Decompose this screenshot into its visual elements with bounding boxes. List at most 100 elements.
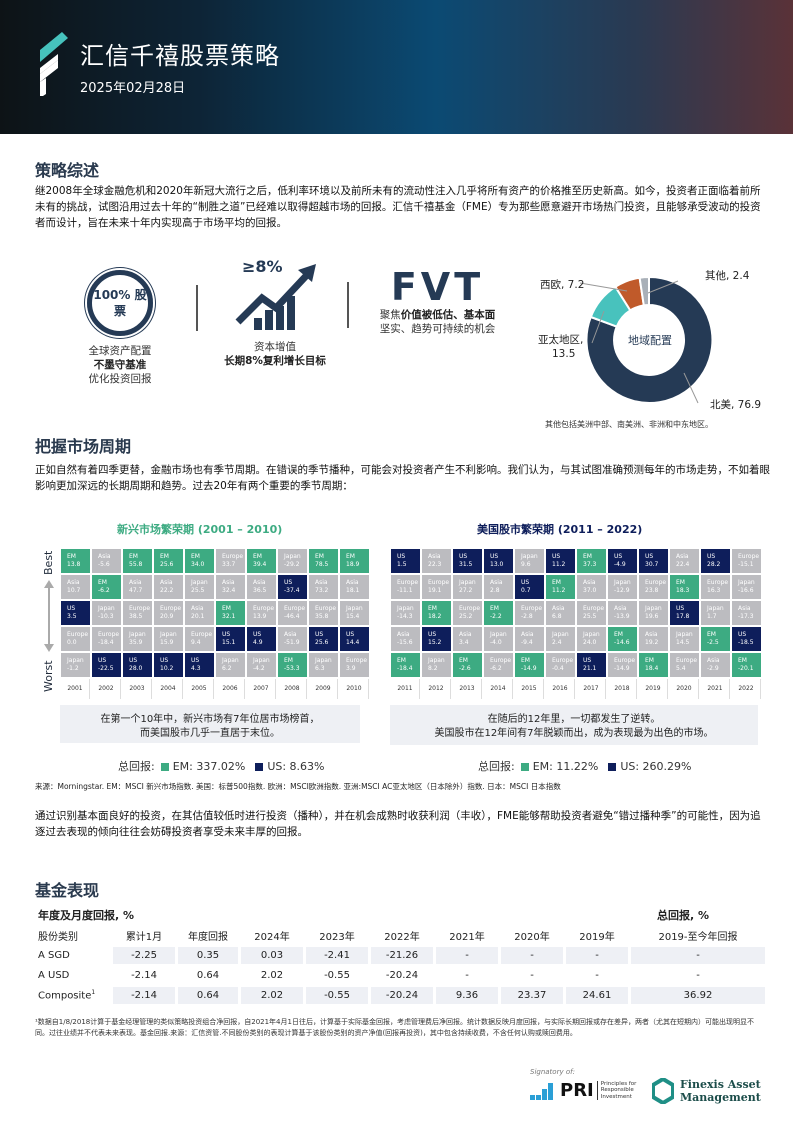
heatmap-cell: Asia -17.3 (732, 601, 761, 625)
heatmap-cell: Japan 25.5 (185, 575, 214, 599)
heatmap-cell: Europe 9.4 (185, 627, 214, 651)
performance-table: 股份类别 累计1月 年度回报 2024年 2023年 2022年 2021年 2… (35, 925, 768, 1007)
heatmap-cell: Japan -1.2 (61, 653, 90, 677)
legend-north-america: 北美, 76.9 (710, 399, 762, 411)
table-cell: -0.55 (306, 987, 368, 1004)
heatmap-cell: US 11.2 (546, 549, 575, 573)
heatmap-cell: Japan 6.3 (309, 653, 338, 677)
year-label: 2016 (546, 679, 575, 699)
geographic-allocation-chart: 地域配置 其他, 2.4 西欧, 7.2 亚太地区, 13.5 北美, 76.9 (520, 255, 793, 435)
pri-bars-icon (530, 1082, 553, 1100)
pri-signatory-logo: Signatory of: PRI Principles for Respons… (530, 1068, 637, 1101)
year-label: 2002 (92, 679, 121, 699)
table-cell: 0.03 (241, 947, 303, 964)
heatmap-cell: Japan -14.3 (391, 601, 420, 625)
divider (347, 282, 349, 328)
heatmap-cell: Japan -16.6 (732, 575, 761, 599)
year-label: 2021 (701, 679, 730, 699)
up-down-arrow-icon (44, 580, 54, 652)
table-cell: - (465, 970, 469, 981)
fvt-logo-icon: FVT (390, 265, 485, 309)
table-cell: - (501, 947, 563, 964)
heatmap-cell: Asia 32.4 (216, 575, 245, 599)
section-title-performance: 基金表现 (35, 881, 100, 900)
table-cell: - (436, 947, 498, 964)
year-label: 2010 (340, 679, 369, 699)
heatmap-cell: Europe 25.2 (453, 601, 482, 625)
heatmap-cell: Europe 5.4 (670, 653, 699, 677)
section-title-overview: 策略综述 (35, 161, 100, 180)
heatmap-cell: Japan 19.6 (639, 601, 668, 625)
heatmap-cell: Japan -4.2 (247, 653, 276, 677)
pillar-fvt: FVT 聚焦价值被低估、基本面 坚实、趋势可持续的机会 (355, 265, 520, 336)
year-label: 2005 (185, 679, 214, 699)
heatmap-cell: Asia 20.1 (185, 601, 214, 625)
table-cell: - (696, 970, 700, 981)
year-label: 2014 (484, 679, 513, 699)
table-cell: -2.41 (306, 947, 368, 964)
year-label: 2007 (247, 679, 276, 699)
heatmap-cell: Europe -15.1 (732, 549, 761, 573)
legend-western-europe: 西欧, 7.2 (540, 279, 585, 291)
total-return-label: 总回报, % (657, 909, 710, 922)
table-cell: 0.64 (196, 970, 220, 981)
heatmap-cell: Asia -13.9 (608, 601, 637, 625)
year-label: 2019 (639, 679, 668, 699)
heatmap-cell: Europe 19.1 (422, 575, 451, 599)
table-row: A SGD -2.25 0.35 0.03 -2.41 -21.26- - - - (38, 947, 765, 964)
heatmap-cell: EM 18.9 (340, 549, 369, 573)
us-boom-title: 美国股市繁荣期 (2011 – 2022) (477, 523, 643, 536)
year-label: 2020 (670, 679, 699, 699)
table-cell: -2.14 (113, 987, 175, 1004)
heatmap-cell: US 13.0 (484, 549, 513, 573)
heatmap-cell: EM 34.0 (185, 549, 214, 573)
overview-paragraph: 继2008年全球金融危机和2020年新冠大流行之后，低利率环境以及前所未有的流动… (35, 185, 761, 229)
year-label: 2015 (515, 679, 544, 699)
year-label: 2003 (123, 679, 152, 699)
em-boom-callout: 在第一个10年中，新兴市场有7年位居市场榜首， 而美国股市几乎一直居于末位。 (60, 705, 360, 743)
year-label: 2008 (278, 679, 307, 699)
heatmap-cell: Asia -2.9 (701, 653, 730, 677)
heatmap-cell: Europe 25.5 (577, 601, 606, 625)
year-label: 2017 (577, 679, 606, 699)
heatmap-cell: EM 39.4 (247, 549, 276, 573)
heatmap-cell: Europe -6.2 (484, 653, 513, 677)
year-label: 2009 (309, 679, 338, 699)
heatmap-cell: US 28.0 (123, 653, 152, 677)
heatmap-cell: Asia 22.2 (154, 575, 183, 599)
heatmap-cell: US 4.9 (247, 627, 276, 651)
pillar-equity: 100% 股票 全球资产配置 不墨守基准 优化投资回报 (60, 270, 180, 386)
heatmap-cell: Japan 24.0 (577, 627, 606, 651)
heatmap-cell: Asia 3.4 (453, 627, 482, 651)
heatmap-cell: US 3.5 (61, 601, 90, 625)
heatmap-cell: Europe 13.9 (247, 601, 276, 625)
heatmap-cell: Europe -11.1 (391, 575, 420, 599)
heatmap-cell: EM 18.2 (422, 601, 451, 625)
heatmap-cell: Asia 2.8 (484, 575, 513, 599)
heatmap-cell: Asia 73.2 (309, 575, 338, 599)
table-cell: 24.61 (566, 987, 628, 1004)
heatmap-cell: US 17.8 (670, 601, 699, 625)
table-cell: -2.14 (131, 970, 157, 981)
heatmap-cell: Japan 1.7 (701, 601, 730, 625)
year-label: 2022 (732, 679, 761, 699)
heatmap-cell: Europe 23.8 (639, 575, 668, 599)
heatmap-cell: US 14.4 (340, 627, 369, 651)
us-boom-totals: 总回报: EM: 11.22% US: 260.29% (478, 760, 692, 773)
allocation-note: 其他包括美洲中部、南美洲、非洲和中东地区。 (545, 420, 713, 429)
table-cell: 36.92 (631, 987, 765, 1004)
heatmap-cell: Japan 35.9 (123, 627, 152, 651)
table-header-row: 股份类别 累计1月 年度回报 2024年 2023年 2022年 2021年 2… (38, 932, 738, 943)
heatmap-cell: EM 18.3 (670, 575, 699, 599)
heatmap-cell: Japan 15.4 (340, 601, 369, 625)
heatmap-cell: EM -6.2 (92, 575, 121, 599)
heatmap-cell: Asia 18.1 (340, 575, 369, 599)
heatmap-cell: US 28.2 (701, 549, 730, 573)
heatmap-cell: Japan 6.2 (216, 653, 245, 677)
year-label: 2013 (453, 679, 482, 699)
heatmap-cell: EM 25.6 (154, 549, 183, 573)
heatmap-cell: EM 18.4 (639, 653, 668, 677)
em-legend-swatch (520, 763, 529, 771)
heatmap-cell: US -37.4 (278, 575, 307, 599)
heatmap-cell: Asia -9.4 (515, 627, 544, 651)
